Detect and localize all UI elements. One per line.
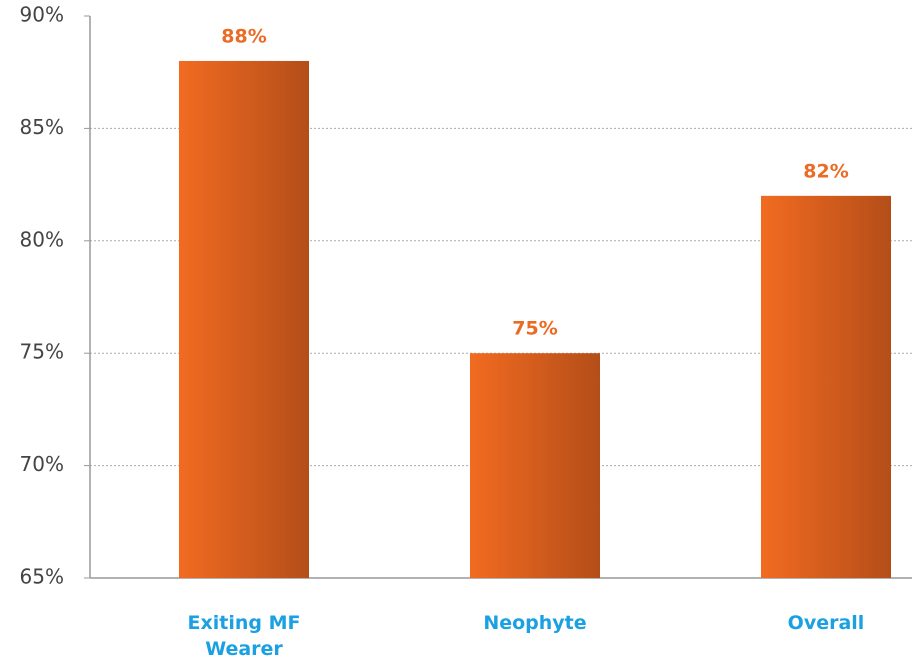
value-label: 75% [512,318,557,340]
y-tick-label: 90% [20,3,64,27]
bar [179,60,309,578]
bar [761,195,891,578]
bar [470,353,600,578]
value-label: 82% [803,160,848,182]
x-tick-label: Overall [787,612,865,634]
value-label: 88% [221,25,266,47]
y-tick-label: 85% [20,115,64,139]
y-tick-label: 75% [20,340,64,364]
x-tick-label: Neophyte [483,612,587,634]
y-tick-label: 80% [20,227,64,251]
x-tick-label: Exiting MF Wearer [187,612,301,660]
y-tick-label: 65% [20,565,64,589]
y-tick-label: 70% [20,452,64,476]
